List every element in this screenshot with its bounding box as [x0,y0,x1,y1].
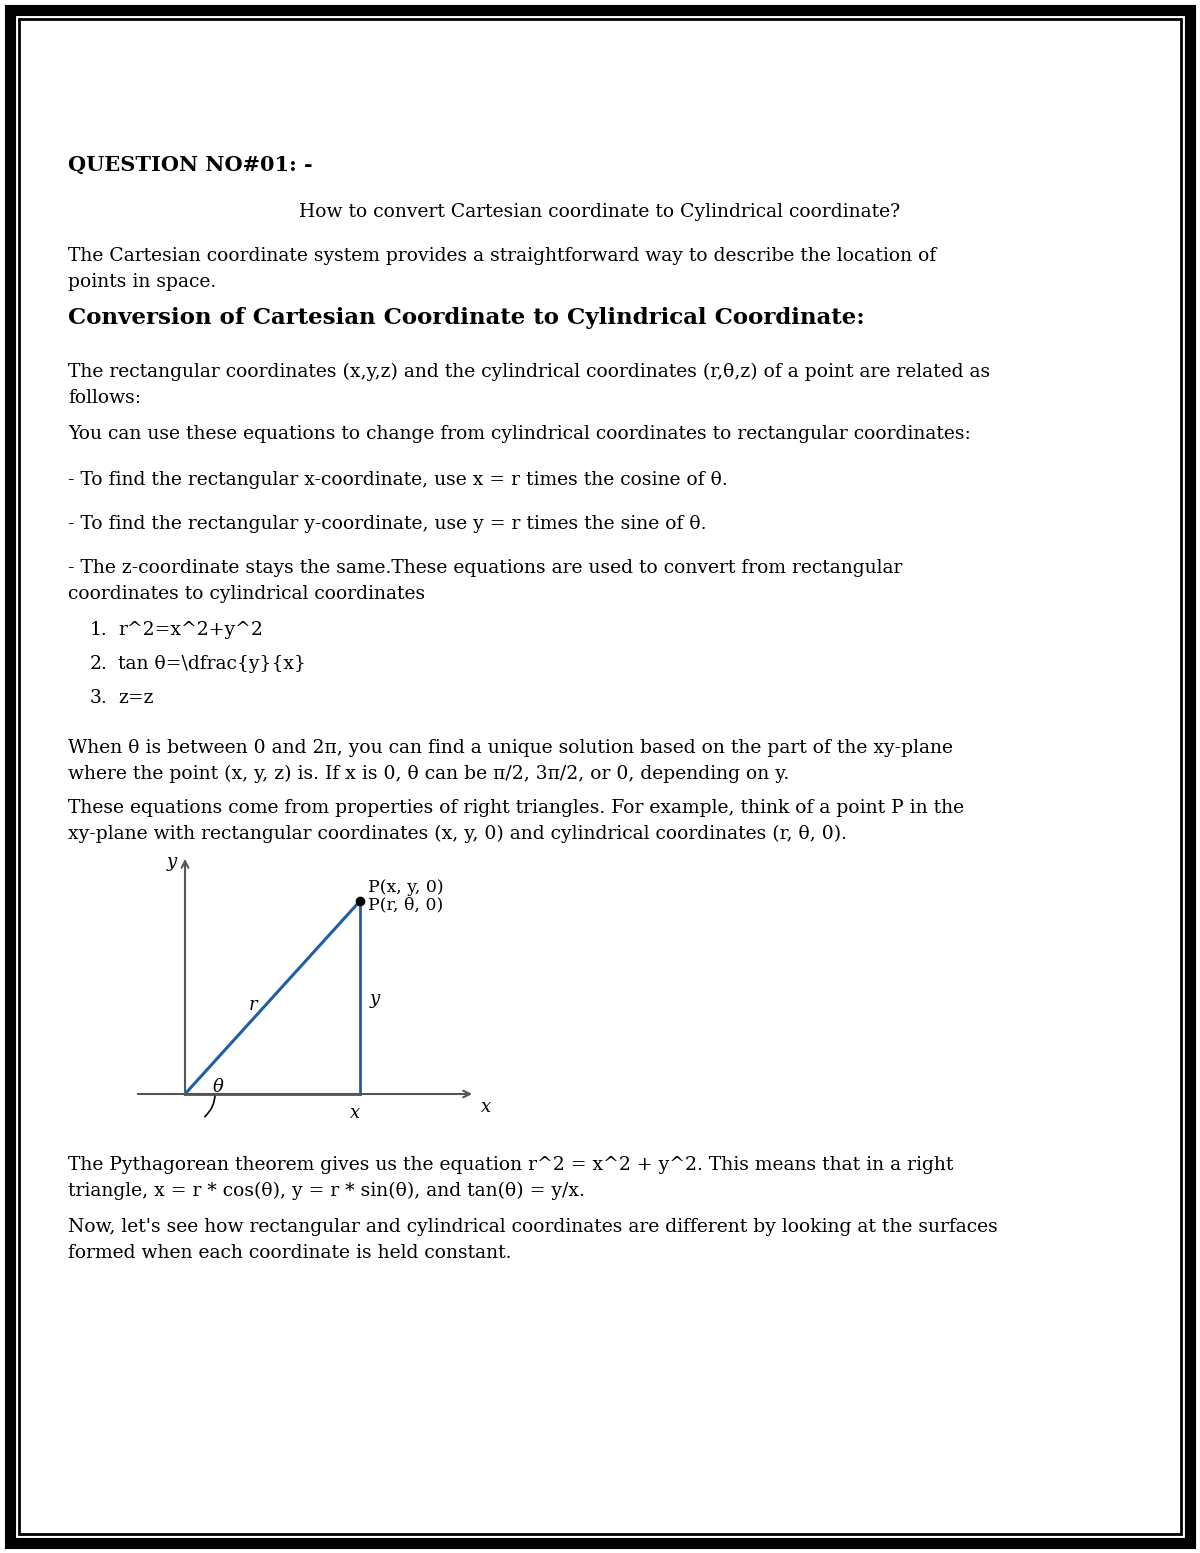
Text: 2.: 2. [90,655,108,672]
Text: x: x [481,1098,491,1117]
Text: The Cartesian coordinate system provides a straightforward way to describe the l: The Cartesian coordinate system provides… [68,247,936,290]
Text: When θ is between 0 and 2π, you can find a unique solution based on the part of : When θ is between 0 and 2π, you can find… [68,739,953,783]
Text: y: y [370,989,380,1008]
Text: - The z-coordinate stays the same.These equations are used to convert from recta: - The z-coordinate stays the same.These … [68,559,902,603]
Text: r^2=x^2+y^2: r^2=x^2+y^2 [118,621,263,638]
Text: These equations come from properties of right triangles. For example, think of a: These equations come from properties of … [68,798,964,843]
Text: Conversion of Cartesian Coordinate to Cylindrical Coordinate:: Conversion of Cartesian Coordinate to Cy… [68,307,865,329]
Text: 1.: 1. [90,621,108,638]
Text: P(x, y, 0): P(x, y, 0) [368,879,444,896]
Text: QUESTION NO#01: -: QUESTION NO#01: - [68,155,313,175]
Text: Now, let's see how rectangular and cylindrical coordinates are different by look: Now, let's see how rectangular and cylin… [68,1218,997,1261]
Text: The Pythagorean theorem gives us the equation r^2 = x^2 + y^2. This means that i: The Pythagorean theorem gives us the equ… [68,1155,953,1200]
Text: x: x [350,1104,360,1121]
Text: 3.: 3. [90,690,108,707]
Text: r: r [248,995,257,1014]
Text: The rectangular coordinates (x,y,z) and the cylindrical coordinates (r,θ,z) of a: The rectangular coordinates (x,y,z) and … [68,363,990,407]
Text: - To find the rectangular x-coordinate, use x = r times the cosine of θ.: - To find the rectangular x-coordinate, … [68,471,727,489]
Text: tan θ=\dfrac{y}{x}: tan θ=\dfrac{y}{x} [118,655,306,672]
Text: - To find the rectangular y-coordinate, use y = r times the sine of θ.: - To find the rectangular y-coordinate, … [68,516,707,533]
Text: y: y [167,853,178,871]
Text: P(r, θ, 0): P(r, θ, 0) [368,896,443,913]
Text: How to convert Cartesian coordinate to Cylindrical coordinate?: How to convert Cartesian coordinate to C… [300,203,900,221]
Text: θ: θ [214,1078,224,1096]
Text: z=z: z=z [118,690,154,707]
Text: You can use these equations to change from cylindrical coordinates to rectangula: You can use these equations to change fr… [68,426,971,443]
